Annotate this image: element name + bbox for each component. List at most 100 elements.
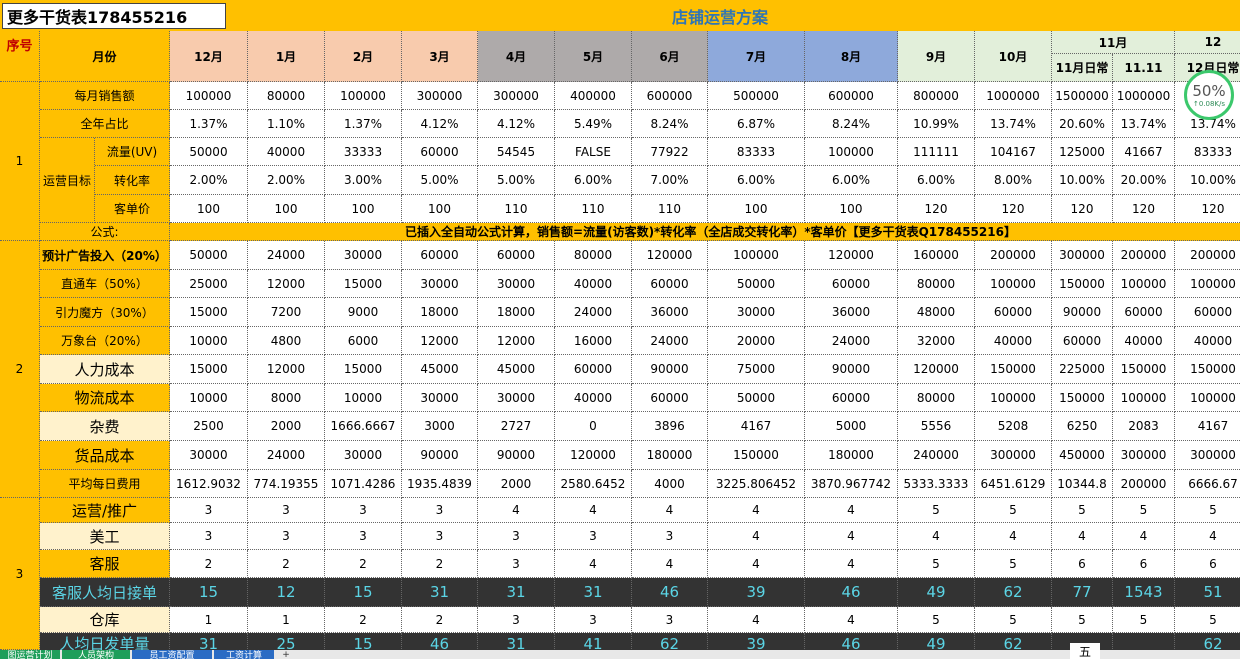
row-label: 全年占比 <box>40 110 170 138</box>
value-cell: 60000 <box>402 241 478 270</box>
value-cell: 1612.9032 <box>170 470 248 498</box>
value-cell: 120 <box>898 195 975 223</box>
value-cell: 2 <box>402 607 478 633</box>
value-cell: 62 <box>1175 633 1240 655</box>
value-cell: 6451.6129 <box>975 470 1052 498</box>
value-cell: 60000 <box>975 298 1052 327</box>
value-cell: 90000 <box>1052 298 1113 327</box>
value-cell: 120 <box>1175 195 1240 223</box>
value-cell: 49 <box>898 578 975 607</box>
value-cell: 600000 <box>805 82 898 110</box>
value-cell: 150000 <box>975 355 1052 384</box>
month-header-cell: 7月 <box>708 31 805 82</box>
value-cell: 200000 <box>1113 470 1175 498</box>
row-label: 万象台（20%） <box>40 327 170 355</box>
value-cell: 18000 <box>402 298 478 327</box>
value-cell: 1071.4286 <box>325 470 402 498</box>
value-cell: 100000 <box>1113 270 1175 298</box>
month-header-cell: 11月日常 <box>1052 54 1113 82</box>
value-cell: 31 <box>170 633 248 655</box>
month-header-cell: 5月 <box>555 31 632 82</box>
value-cell: 4800 <box>248 327 325 355</box>
value-cell: 16000 <box>555 327 632 355</box>
value-cell: 6.00% <box>805 166 898 195</box>
value-cell: 3 <box>478 550 555 578</box>
value-cell: 2083 <box>1113 412 1175 441</box>
value-cell: 77922 <box>632 138 708 166</box>
value-cell: 54545 <box>478 138 555 166</box>
value-cell: 4 <box>975 523 1052 550</box>
row-label: 客单价 <box>95 195 170 223</box>
row-label: 人均日发单量 <box>40 633 170 655</box>
value-cell: 120000 <box>632 241 708 270</box>
value-cell: 450000 <box>1052 441 1113 470</box>
row-label: 美工 <box>40 523 170 550</box>
value-cell: 100000 <box>1113 384 1175 412</box>
value-cell: 10.00% <box>1175 166 1240 195</box>
value-cell: 4 <box>898 523 975 550</box>
value-cell: 80000 <box>248 82 325 110</box>
value-cell: 4 <box>1175 523 1240 550</box>
value-cell: 24000 <box>632 327 708 355</box>
row-label: 直通车（50%） <box>40 270 170 298</box>
value-cell: 39 <box>708 633 805 655</box>
value-cell: 60000 <box>478 241 555 270</box>
value-cell: 100 <box>402 195 478 223</box>
value-cell: 31 <box>402 578 478 607</box>
value-cell: 100 <box>248 195 325 223</box>
value-cell: 30000 <box>402 270 478 298</box>
value-cell: 4.12% <box>478 110 555 138</box>
value-cell: 150000 <box>708 441 805 470</box>
value-cell: 30000 <box>325 241 402 270</box>
sheet-tab[interactable]: 人员架构 <box>62 650 130 659</box>
value-cell: 120 <box>1113 195 1175 223</box>
value-cell: 300000 <box>478 82 555 110</box>
value-cell: 24000 <box>805 327 898 355</box>
value-cell: 40000 <box>248 138 325 166</box>
value-cell: 39 <box>708 578 805 607</box>
sheet-tab[interactable]: + <box>276 650 296 659</box>
value-cell: 15000 <box>325 355 402 384</box>
value-cell: 2580.6452 <box>555 470 632 498</box>
value-cell: 77 <box>1052 578 1113 607</box>
month-header-cell: 10月 <box>975 31 1052 82</box>
value-cell: 4.12% <box>402 110 478 138</box>
value-cell: 5 <box>975 607 1052 633</box>
value-cell: 3 <box>478 607 555 633</box>
row-label: 每月销售额 <box>40 82 170 110</box>
formula-row: 已插入全自动公式计算，销售额=流量(访客数)*转化率（全店成交转化率）*客单价【… <box>170 223 1240 241</box>
row-label: 物流成本 <box>40 384 170 412</box>
value-cell: 100000 <box>1175 384 1240 412</box>
value-cell: 12 <box>248 578 325 607</box>
sheet-tab[interactable]: 员工资配置 <box>132 650 212 659</box>
value-cell: 600000 <box>632 82 708 110</box>
value-cell: 100000 <box>805 138 898 166</box>
sheet-tab[interactable]: 图运营计划 <box>0 650 60 659</box>
value-cell: 62 <box>975 578 1052 607</box>
value-cell: 7.00% <box>632 166 708 195</box>
value-cell: 8.24% <box>632 110 708 138</box>
value-cell: 100 <box>708 195 805 223</box>
widget-percent: 50% <box>1192 82 1226 100</box>
value-cell: 300000 <box>1113 441 1175 470</box>
value-cell: 3 <box>402 523 478 550</box>
value-cell: 180000 <box>805 441 898 470</box>
month-header-cell: 4月 <box>478 31 555 82</box>
value-cell: 80000 <box>898 270 975 298</box>
value-cell: 1000000 <box>1113 82 1175 110</box>
value-cell: 83333 <box>1175 138 1240 166</box>
value-cell: 3 <box>325 523 402 550</box>
value-cell: 5 <box>1113 498 1175 523</box>
value-cell: 100000 <box>975 270 1052 298</box>
value-cell: 10000 <box>170 327 248 355</box>
value-cell: 3 <box>248 523 325 550</box>
sheet-tab[interactable]: 工资计算 <box>214 650 274 659</box>
value-cell: 104167 <box>975 138 1052 166</box>
value-cell: 13.74% <box>1113 110 1175 138</box>
value-cell: 4 <box>555 498 632 523</box>
value-cell: 1666.6667 <box>325 412 402 441</box>
value-cell: 1.37% <box>170 110 248 138</box>
value-cell: 46 <box>805 578 898 607</box>
value-cell: 1 <box>170 607 248 633</box>
row-label: 转化率 <box>95 166 170 195</box>
